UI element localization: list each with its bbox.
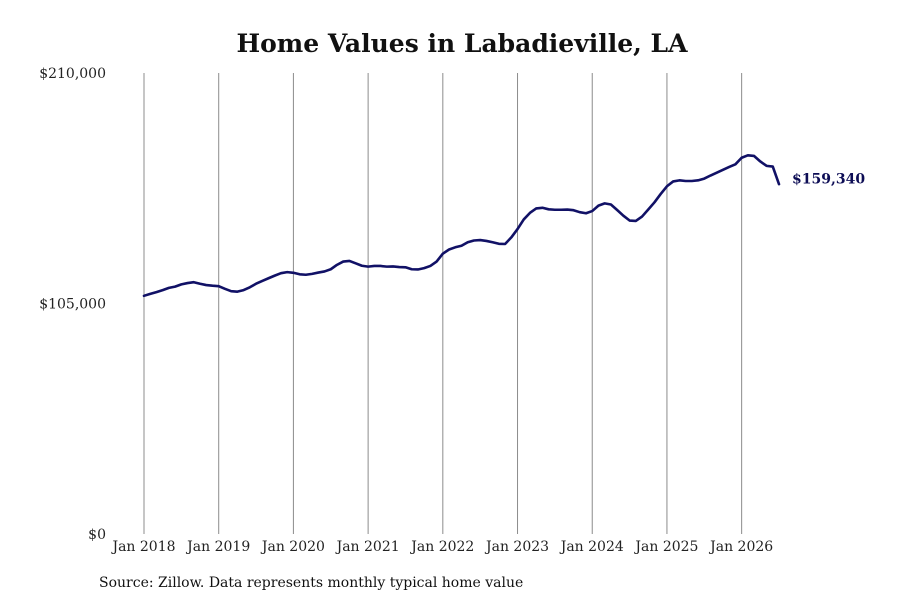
x-tick-label-2020: Jan 2020 — [260, 539, 325, 555]
x-tick-label-2023: Jan 2023 — [484, 539, 549, 555]
y-axis: $0 $105,000 $210,000 — [39, 66, 106, 543]
chart-title: Home Values in Labadieville, LA — [236, 29, 688, 58]
x-tick-label-2025: Jan 2025 — [633, 539, 698, 555]
x-tick-label-2022: Jan 2022 — [409, 539, 474, 555]
x-tick-label-2021: Jan 2021 — [335, 539, 400, 555]
x-tick-label-2019: Jan 2019 — [185, 539, 250, 555]
y-tick-label-2: $210,000 — [39, 66, 106, 82]
y-tick-label-1: $105,000 — [39, 297, 106, 313]
latest-value-label: $159,340 — [792, 172, 865, 188]
vertical-gridlines — [143, 73, 743, 534]
x-tick-label-2024: Jan 2024 — [559, 539, 624, 555]
y-tick-label-0: $0 — [88, 527, 106, 543]
x-tick-label-2018: Jan 2018 — [110, 539, 175, 555]
series-layer: $159,340 — [142, 154, 865, 298]
source-note: Source: Zillow. Data represents monthly … — [99, 575, 523, 591]
x-tick-label-2026: Jan 2026 — [708, 539, 773, 555]
x-axis: Jan 2018 Jan 2019 Jan 2020 Jan 2021 Jan 2022… — [110, 539, 773, 555]
home-value-line — [142, 154, 781, 298]
